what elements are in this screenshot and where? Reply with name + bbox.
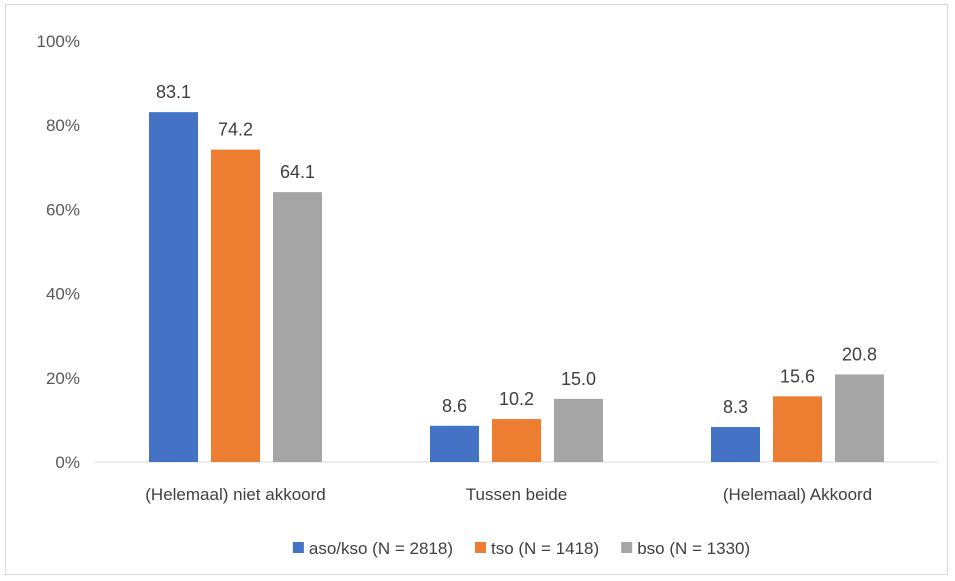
bar <box>835 374 884 462</box>
bar <box>492 419 541 462</box>
data-label: 8.6 <box>442 396 467 416</box>
bar <box>149 112 198 463</box>
data-label: 64.1 <box>280 162 315 182</box>
legend-swatch <box>292 542 304 553</box>
legend-swatch <box>474 542 486 553</box>
legend-swatch <box>621 542 633 553</box>
data-label: 20.8 <box>842 344 877 364</box>
bars <box>149 112 884 463</box>
legend-label: aso/kso (N = 2818) <box>309 539 453 558</box>
x-tick-label: (Helemaal) niet akkoord <box>145 485 325 504</box>
data-label: 15.0 <box>561 369 596 389</box>
data-label: 15.6 <box>780 366 815 386</box>
y-tick-label: 60% <box>46 200 80 219</box>
y-tick-label: 0% <box>55 453 80 472</box>
bar <box>430 425 479 462</box>
legend-label: tso (N = 1418) <box>491 539 599 558</box>
bar <box>711 427 760 462</box>
bar <box>211 149 260 463</box>
legend-label: bso (N = 1330) <box>637 539 750 558</box>
x-axis: (Helemaal) niet akkoord Tussen beide (Hele… <box>95 461 938 504</box>
legend: aso/kso (N = 2818) tso (N = 1418) bso (N =… <box>292 539 750 558</box>
bar <box>554 398 603 462</box>
y-tick-label: 20% <box>46 369 80 388</box>
data-label: 83.1 <box>156 82 191 102</box>
data-label: 74.2 <box>218 120 253 140</box>
chart-frame <box>5 4 948 575</box>
bar <box>773 396 822 462</box>
x-tick-label: (Helemaal) Akkoord <box>723 485 872 504</box>
y-tick-label: 40% <box>46 285 80 304</box>
bar <box>273 192 322 462</box>
y-tick-label: 80% <box>46 116 80 135</box>
x-tick-label: Tussen beide <box>466 485 567 504</box>
y-tick-label: 100% <box>37 32 80 51</box>
data-label: 8.3 <box>723 397 748 417</box>
data-label: 10.2 <box>499 389 534 409</box>
y-axis: 0% 20% 40% 60% 80% 100% <box>37 32 80 472</box>
data-labels: 83.1 74.2 64.1 8.6 10.2 15.0 8.3 15.6 20.8 <box>156 82 877 417</box>
